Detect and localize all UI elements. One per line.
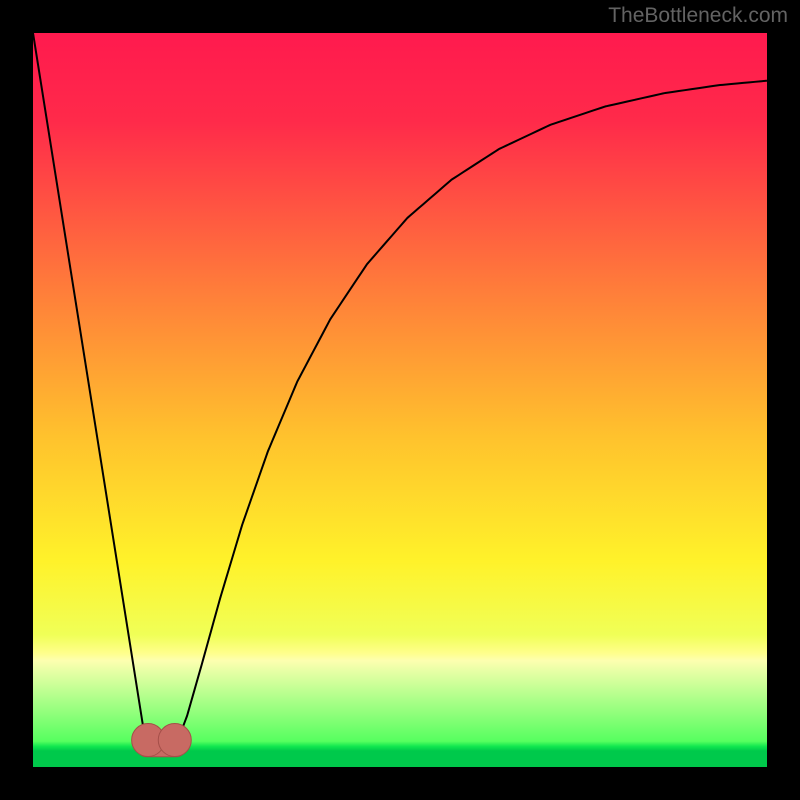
watermark-text: TheBottleneck.com bbox=[608, 4, 788, 28]
chart-plot-area bbox=[33, 33, 767, 767]
gradient-background bbox=[33, 33, 767, 767]
chart-container: TheBottleneck.com bbox=[0, 0, 800, 800]
chart-svg bbox=[33, 33, 767, 767]
